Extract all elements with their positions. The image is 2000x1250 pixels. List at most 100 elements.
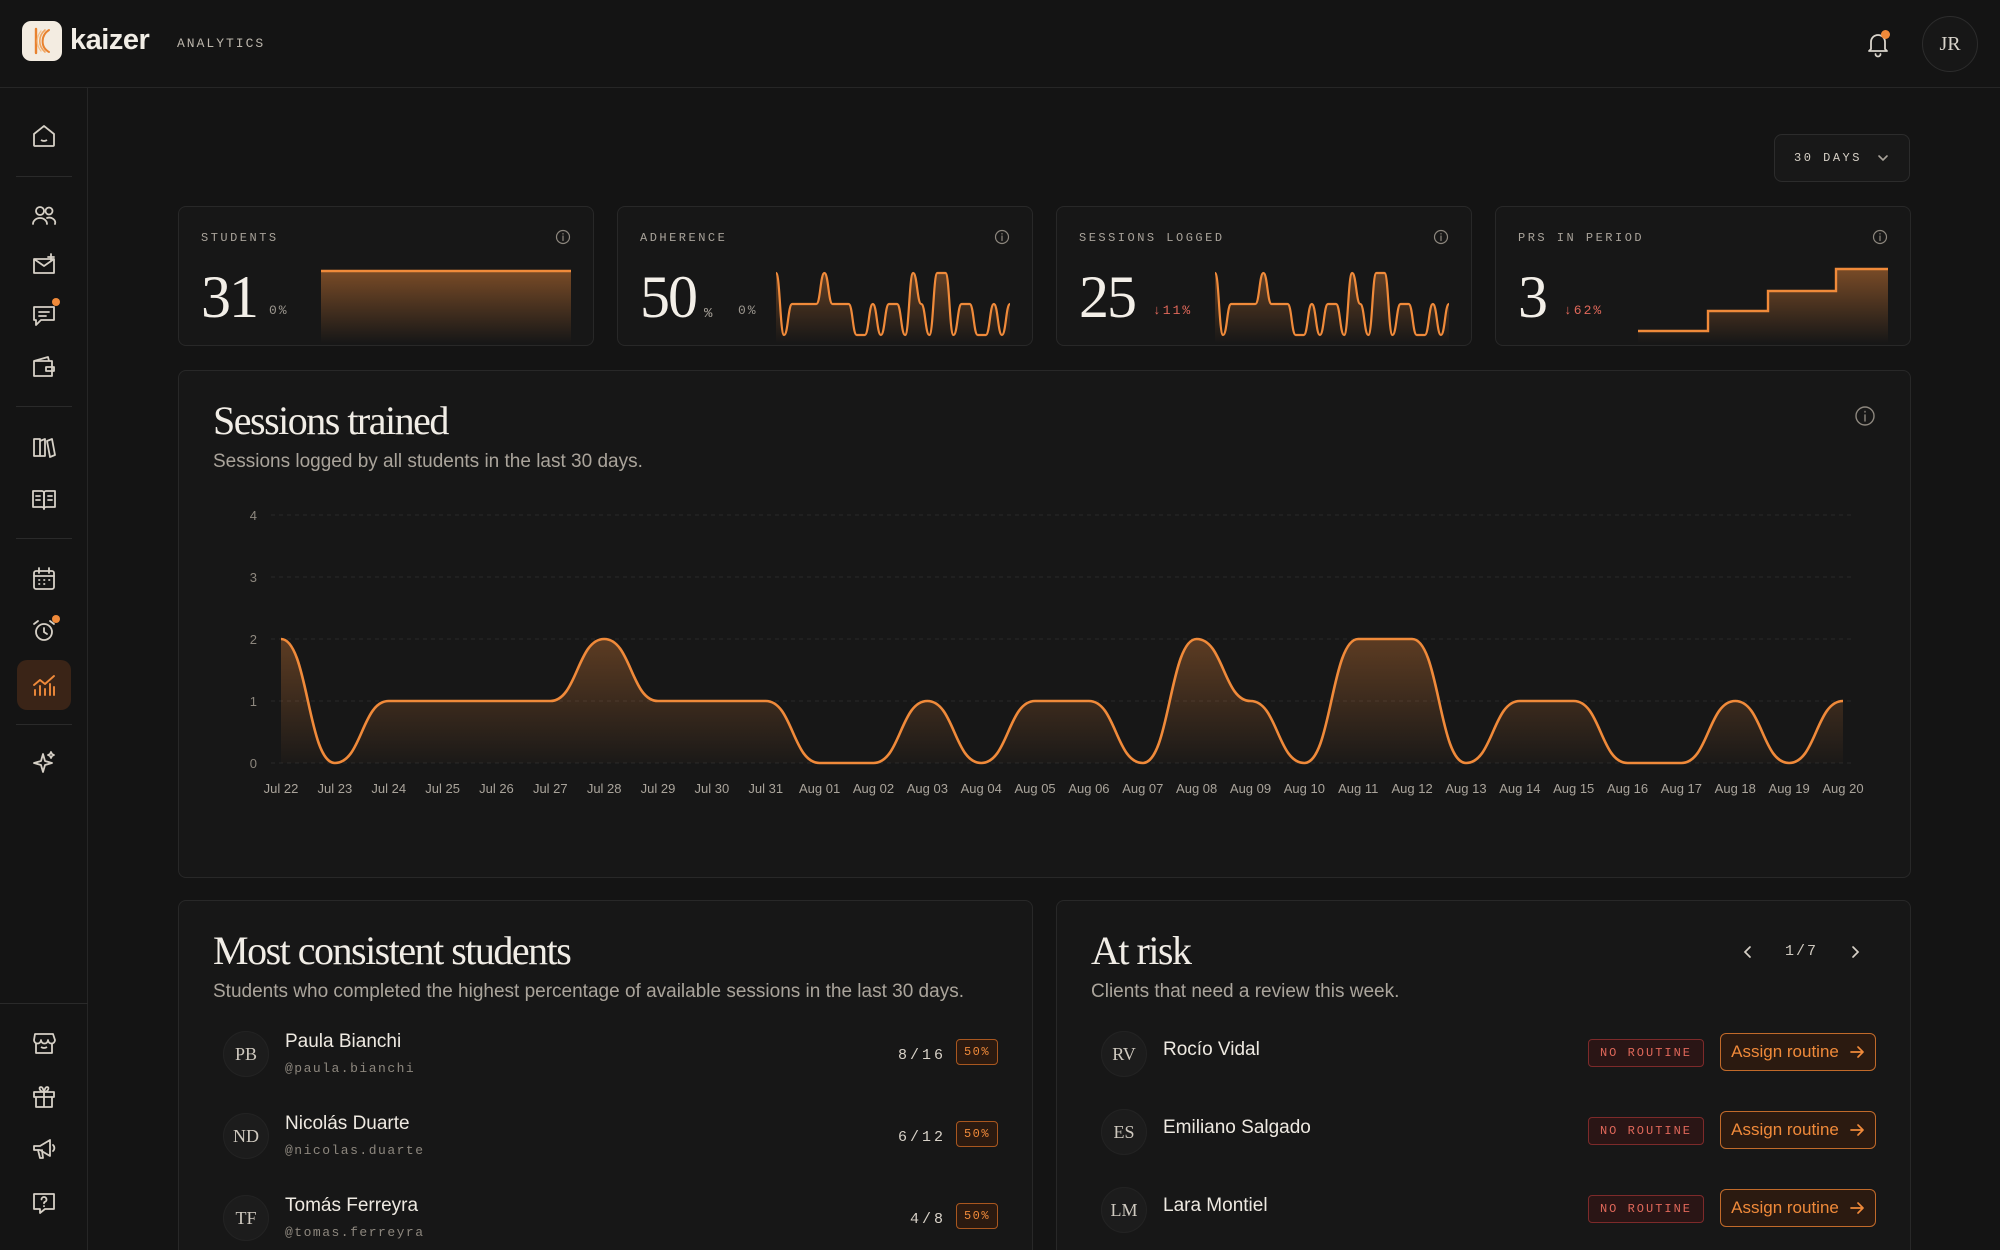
arrow-right-icon: [1850, 1202, 1864, 1214]
student-name: Nicolás Duarte: [285, 1113, 410, 1134]
x-tick-label: Aug 03: [907, 781, 948, 796]
x-tick-label: Aug 04: [961, 781, 1002, 796]
help-icon: [33, 1193, 55, 1214]
sessions-area-chart: 0 1 2 3 4 Jul 22 Jul 23 Jul 24 Jul 25 Jul 26 Jul 2…: [250, 508, 1864, 796]
store-icon: [33, 1033, 56, 1054]
x-tick-label: Aug 19: [1769, 781, 1810, 796]
x-tick-label: Aug 12: [1392, 781, 1433, 796]
page-indicator: 1/7: [1784, 943, 1818, 960]
date-range-select[interactable]: 30 DAYS: [1774, 134, 1910, 182]
consistent-students-panel: Most consistent students Students who co…: [178, 900, 1033, 1250]
list-item[interactable]: PB Paula Bianchi @paula.bianchi 8/16 50%: [213, 1019, 998, 1091]
info-icon[interactable]: [1433, 229, 1449, 245]
library-icon: [33, 438, 56, 458]
x-tick-label: Aug 07: [1122, 781, 1163, 796]
x-tick-label: Aug 20: [1822, 781, 1863, 796]
avatar: RV: [1101, 1031, 1147, 1077]
y-tick-label: 2: [250, 632, 257, 647]
stat-label: ADHERENCE: [640, 231, 728, 245]
sidebar-item-calendar[interactable]: [17, 554, 71, 604]
list-item[interactable]: TF Tomás Ferreyra @tomas.ferreyra 4/8 50…: [213, 1183, 998, 1250]
x-tick-label: Jul 30: [695, 781, 730, 796]
sidebar-item-home[interactable]: [17, 111, 71, 161]
assign-routine-button[interactable]: Assign routine: [1720, 1189, 1876, 1227]
chevron-right-icon[interactable]: [1848, 945, 1862, 959]
x-tick-label: Jul 26: [479, 781, 514, 796]
x-tick-label: Aug 02: [853, 781, 894, 796]
sidebar-item-students[interactable]: [17, 190, 71, 240]
alarm-alert-dot: [52, 615, 60, 623]
assign-routine-button[interactable]: Assign routine: [1720, 1033, 1876, 1071]
chevron-left-icon[interactable]: [1741, 945, 1755, 959]
x-tick-label: Aug 11: [1338, 781, 1378, 796]
x-tick-label: Aug 09: [1230, 781, 1271, 796]
sidebar-item-wallet[interactable]: [17, 342, 71, 392]
stat-value: 3: [1518, 264, 1548, 330]
session-count: 4/8: [909, 1211, 946, 1228]
x-tick-label: Jul 28: [587, 781, 622, 796]
list-item[interactable]: RV Rocío Vidal NO ROUTINE Assign routine: [1091, 1019, 1876, 1091]
stat-delta: 0%: [269, 303, 289, 318]
list-item[interactable]: LM Lara Montiel NO ROUTINE Assign routin…: [1091, 1175, 1876, 1247]
students-icon: [32, 206, 57, 225]
list-item[interactable]: ND Nicolás Duarte @nicolas.duarte 6/12 5…: [213, 1101, 998, 1173]
sidebar-item-analytics[interactable]: [17, 660, 71, 710]
sidebar-item-guide[interactable]: [17, 474, 71, 524]
avatar: ND: [223, 1113, 269, 1159]
x-tick-label: Aug 01: [799, 781, 840, 796]
sidebar-item-announcements[interactable]: [17, 1124, 71, 1174]
x-tick-label: Jul 24: [371, 781, 406, 796]
stat-value: 25: [1079, 264, 1137, 330]
stat-label: PRS IN PERIOD: [1518, 231, 1645, 245]
info-icon[interactable]: [1854, 405, 1876, 427]
client-name: Rocío Vidal: [1163, 1039, 1260, 1060]
user-avatar[interactable]: JR: [1922, 16, 1978, 72]
percent-badge: 50%: [956, 1039, 998, 1065]
sidebar-item-help[interactable]: [17, 1178, 71, 1228]
sidebar-item-ai[interactable]: [17, 738, 71, 788]
x-tick-label: Jul 31: [748, 781, 783, 796]
chevron-down-icon: [1878, 155, 1888, 162]
arrow-right-icon: [1850, 1124, 1864, 1136]
avatar: LM: [1101, 1187, 1147, 1233]
y-tick-label: 3: [250, 570, 257, 585]
percent-badge: 50%: [956, 1121, 998, 1147]
analytics-icon: [33, 675, 55, 696]
avatar: ES: [1101, 1109, 1147, 1155]
stat-delta: ↓62%: [1564, 303, 1604, 318]
sidebar-item-alarms[interactable]: [17, 606, 71, 656]
student-name: Paula Bianchi: [285, 1031, 402, 1052]
x-tick-label: Aug 06: [1068, 781, 1109, 796]
panel-title: Most consistent students: [213, 928, 572, 973]
pagination: 1/7: [1741, 943, 1862, 960]
list-item[interactable]: ES Emiliano Salgado NO ROUTINE Assign ro…: [1091, 1097, 1876, 1169]
status-badge: NO ROUTINE: [1588, 1195, 1704, 1223]
status-badge: NO ROUTINE: [1588, 1117, 1704, 1145]
x-tick-label: Aug 10: [1284, 781, 1325, 796]
stat-card-sessions: SESSIONS LOGGED 25 ↓11%: [1056, 206, 1472, 346]
sidebar-item-invite[interactable]: [17, 240, 71, 290]
x-tick-label: Jul 27: [533, 781, 568, 796]
status-badge: NO ROUTINE: [1588, 1039, 1704, 1067]
info-icon[interactable]: [555, 229, 571, 245]
assign-routine-button[interactable]: Assign routine: [1720, 1111, 1876, 1149]
info-icon[interactable]: [994, 229, 1010, 245]
sidebar-item-messages[interactable]: [17, 290, 71, 340]
sidebar: [0, 88, 88, 1250]
top-bar: kaizer ANALYTICS JR: [0, 0, 2000, 88]
info-icon[interactable]: [1872, 229, 1888, 245]
sparkline: [321, 269, 571, 343]
gift-icon: [33, 1086, 55, 1108]
sidebar-item-store[interactable]: [17, 1018, 71, 1068]
messages-unread-dot: [52, 298, 60, 306]
kaizer-logo-icon[interactable]: [22, 21, 62, 61]
sparkle-icon: [33, 751, 55, 773]
wallet-icon: [33, 356, 55, 377]
calendar-icon: [33, 567, 55, 590]
sidebar-item-library[interactable]: [17, 422, 71, 472]
client-name: Lara Montiel: [1163, 1195, 1268, 1216]
x-tick-label: Jul 22: [264, 781, 299, 796]
sidebar-item-gifts[interactable]: [17, 1072, 71, 1122]
stat-delta: 0%: [738, 303, 758, 318]
x-tick-label: Aug 17: [1661, 781, 1702, 796]
